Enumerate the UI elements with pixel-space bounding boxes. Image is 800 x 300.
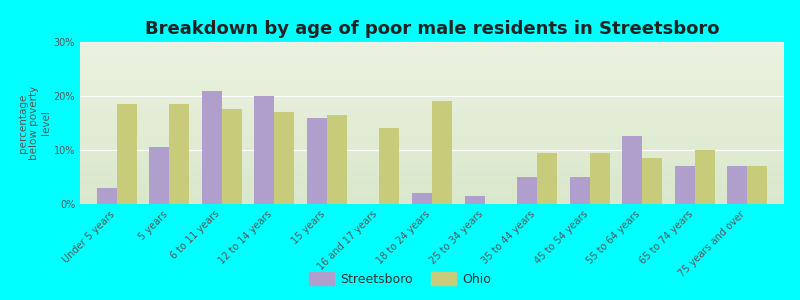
Bar bbox=[694, 150, 714, 204]
Bar bbox=[412, 193, 432, 204]
Bar bbox=[274, 112, 294, 204]
Bar bbox=[97, 188, 117, 204]
Bar bbox=[117, 104, 137, 204]
Bar bbox=[517, 177, 537, 204]
Bar bbox=[642, 158, 662, 204]
Bar bbox=[222, 110, 242, 204]
Legend: Streetsboro, Ohio: Streetsboro, Ohio bbox=[304, 267, 496, 291]
Bar bbox=[432, 101, 452, 204]
Bar bbox=[150, 147, 170, 204]
Bar bbox=[170, 104, 190, 204]
Bar bbox=[590, 153, 610, 204]
Bar bbox=[254, 96, 274, 204]
Bar bbox=[465, 196, 485, 204]
Bar bbox=[379, 128, 399, 204]
Bar bbox=[327, 115, 347, 204]
Bar bbox=[747, 166, 767, 204]
Bar bbox=[202, 91, 222, 204]
Bar bbox=[674, 166, 694, 204]
Title: Breakdown by age of poor male residents in Streetsboro: Breakdown by age of poor male residents … bbox=[145, 20, 719, 38]
Bar bbox=[537, 153, 557, 204]
Bar bbox=[622, 136, 642, 204]
Bar bbox=[307, 118, 327, 204]
Bar bbox=[570, 177, 590, 204]
Bar bbox=[727, 166, 747, 204]
Y-axis label: percentage
below poverty
level: percentage below poverty level bbox=[18, 86, 51, 160]
